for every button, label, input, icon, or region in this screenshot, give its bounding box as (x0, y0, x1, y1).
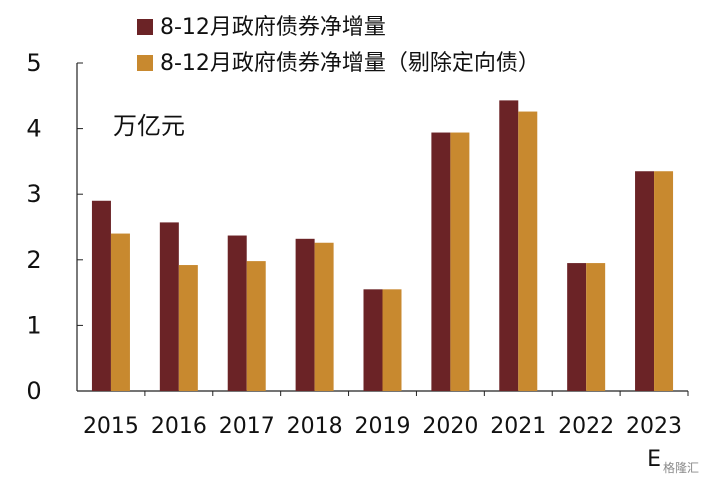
bar (295, 238, 315, 391)
watermark: 格隆汇 (662, 461, 699, 475)
bar (635, 171, 655, 391)
bar (159, 222, 179, 391)
y-tick-label: 3 (26, 180, 41, 208)
bar (314, 242, 334, 391)
bar (363, 289, 383, 391)
x-tick-label: 2018 (287, 414, 343, 439)
unit-label: 万亿元 (113, 112, 185, 140)
bar (227, 235, 247, 391)
x-tick-label: 2023 (626, 414, 682, 439)
bar (91, 200, 111, 391)
x-tick-label: 2022 (558, 414, 614, 439)
labels: 2015 2016 2017 2018 2019 2020 2021 2022 2023 E (83, 414, 682, 472)
legend-swatch (137, 19, 153, 35)
x-tick-label: 2021 (490, 414, 546, 439)
y-tick-label: 5 (26, 49, 41, 77)
bar (567, 263, 587, 391)
bars (91, 100, 674, 391)
bar (110, 233, 130, 391)
bar (382, 289, 402, 391)
bar (246, 261, 266, 391)
bar (586, 263, 606, 391)
x-tick-suffix: E (647, 447, 661, 472)
legend: 8-12月政府债券净增量 8-12月政府债券净增量（剔除定向债） (137, 15, 540, 76)
bar (654, 171, 674, 391)
x-tick-label: 2016 (151, 414, 207, 439)
x-tick-label: 2019 (355, 414, 411, 439)
bar (431, 132, 451, 391)
y-tick-label: 0 (26, 377, 41, 405)
x-tick-label: 2020 (422, 414, 478, 439)
x-tick-label: 2017 (219, 414, 275, 439)
bar (499, 100, 519, 391)
legend-swatch (137, 55, 153, 71)
bar (518, 111, 538, 391)
bar (178, 265, 198, 391)
y-tick-label: 1 (26, 311, 41, 339)
legend-label: 8-12月政府债券净增量（剔除定向债） (160, 51, 540, 76)
y-tick-label: 2 (26, 246, 41, 274)
legend-label: 8-12月政府债券净增量 (160, 15, 386, 40)
bar (450, 132, 470, 391)
y-tick-label: 4 (26, 115, 41, 143)
x-tick-label: 2015 (83, 414, 139, 439)
